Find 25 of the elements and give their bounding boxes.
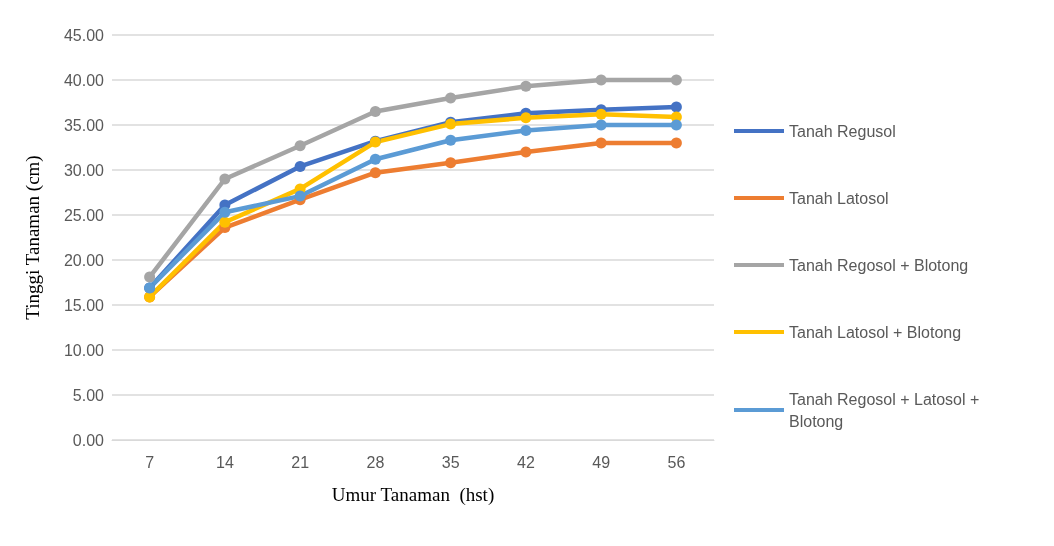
y-tick-label: 30.00: [63, 161, 105, 179]
y-tick-label: 20.00: [63, 251, 105, 269]
y-tick-label: 45.00: [63, 26, 105, 44]
x-tick-label: 56: [667, 453, 686, 471]
x-tick-label: 14: [215, 453, 234, 471]
y-tick-label: 40.00: [63, 71, 105, 89]
x-tick-label: 21: [291, 453, 310, 471]
y-tick-label: 10.00: [63, 341, 105, 359]
y-tick-label: 15.00: [63, 296, 105, 314]
y-tick-label: 25.00: [63, 206, 105, 224]
x-tick-label: 42: [516, 453, 535, 471]
legend-label: Tanah Regusol: [789, 122, 896, 140]
y-axis-title: Tinggi Tanaman (cm): [22, 155, 44, 320]
y-tick-label: 35.00: [63, 116, 105, 134]
legend-label: Tanah Latosol + Blotong: [789, 323, 962, 341]
y-tick-label: 5.00: [72, 386, 105, 404]
legend-label: Tanah Latosol: [789, 189, 889, 207]
x-tick-label: 28: [366, 453, 385, 471]
x-tick-label: 49: [592, 453, 611, 471]
x-tick-label: 7: [145, 453, 155, 471]
x-axis-title: Umur Tanaman (hst): [331, 484, 495, 506]
legend-label: Tanah Regosol + Latosol + Blotong: [789, 390, 984, 430]
legend-label: Tanah Regosol + Blotong: [789, 256, 969, 274]
x-tick-label: 35: [441, 453, 460, 471]
y-tick-label: 0.00: [72, 431, 105, 449]
